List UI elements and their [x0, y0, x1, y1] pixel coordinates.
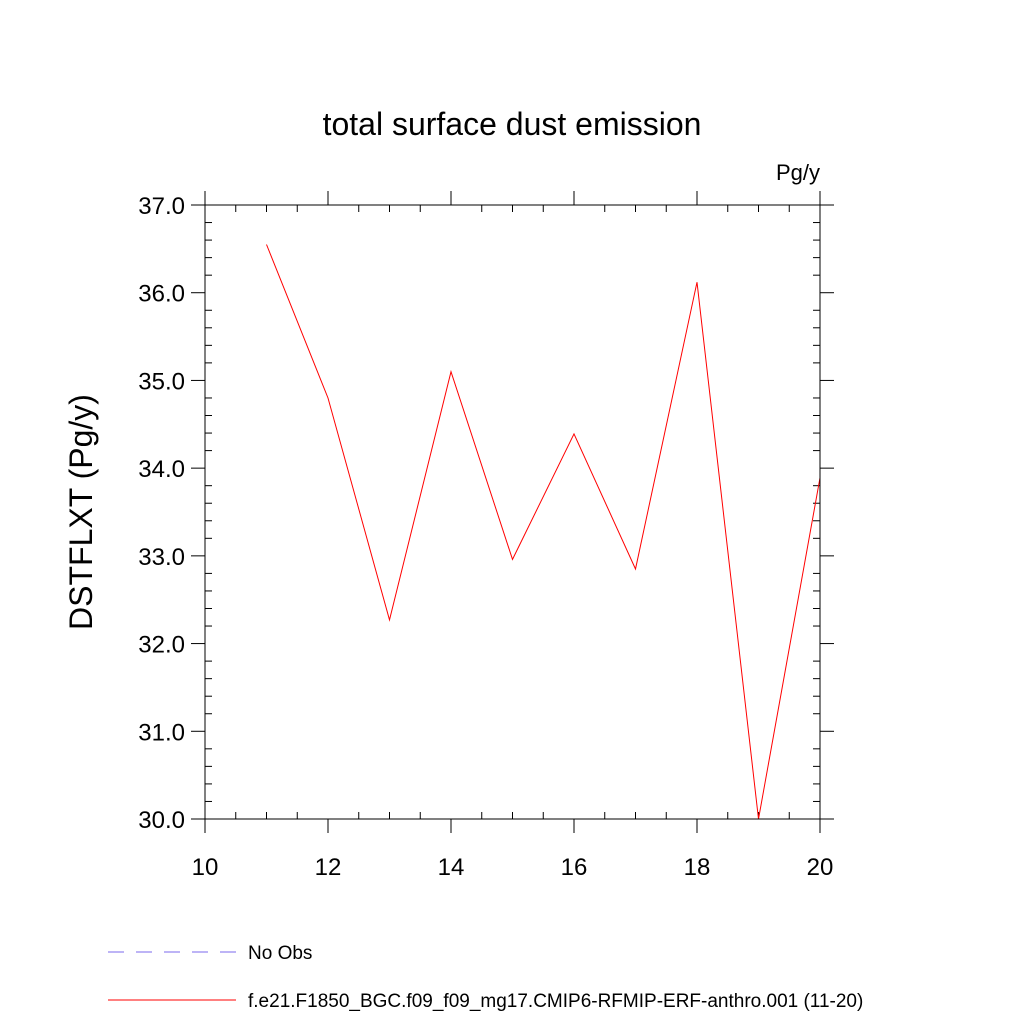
series-layer [265, 243, 821, 820]
data-point [327, 396, 330, 399]
y-tick-label: 33.0 [138, 544, 185, 571]
units-label: Pg/y [776, 160, 820, 185]
x-tick-label: 16 [561, 854, 588, 881]
chart-title: total surface dust emission [323, 106, 702, 142]
y-tick-label: 36.0 [138, 281, 185, 308]
legend-label: No Obs [248, 943, 312, 964]
x-tick-label: 12 [315, 854, 342, 881]
y-tick-label: 34.0 [138, 456, 185, 483]
x-tick-label: 18 [684, 854, 711, 881]
series-line [266, 244, 821, 820]
axis-ticks: 10 12 14 16 18 20 30.0 31.0 32.0 33.0 34.0 35.0 36.0… [138, 191, 834, 881]
data-point [450, 370, 453, 373]
x-tick-label: 10 [192, 854, 219, 881]
y-tick-label: 35.0 [138, 368, 185, 395]
plot-frame [204, 204, 821, 820]
y-tick-label: 31.0 [138, 719, 185, 746]
data-point [511, 558, 514, 561]
legend-label: f.e21.F1850_BGC.f09_f09_mg17.CMIP6-RFMIP… [248, 991, 863, 1012]
data-point [265, 243, 268, 246]
y-axis-label: DSTFLXT (Pg/y) [63, 394, 99, 630]
data-point [634, 568, 637, 571]
legend: No Obs f.e21.F1850_BGC.f09_f09_mg17.CMIP6… [108, 943, 863, 1012]
x-tick-label: 14 [438, 854, 465, 881]
x-tick-label: 20 [807, 854, 834, 881]
data-point [573, 432, 576, 435]
y-tick-label: 30.0 [138, 807, 185, 834]
data-point [696, 281, 699, 284]
y-tick-label: 37.0 [138, 193, 185, 220]
y-tick-label: 32.0 [138, 632, 185, 659]
data-point [388, 618, 391, 621]
